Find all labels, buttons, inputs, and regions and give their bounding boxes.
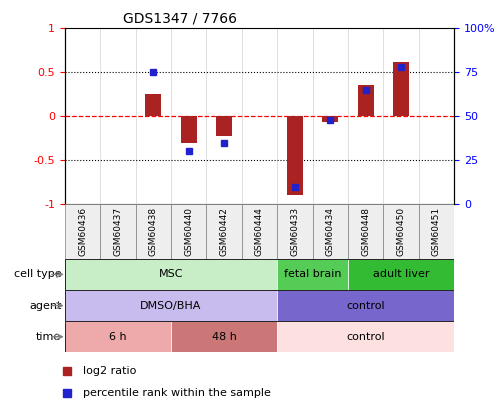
- Bar: [65, 204, 100, 259]
- Text: GSM60433: GSM60433: [290, 207, 299, 256]
- Bar: [65, 290, 277, 321]
- Text: time: time: [36, 332, 61, 342]
- Text: DMSO/BHA: DMSO/BHA: [140, 301, 202, 311]
- Text: fetal brain: fetal brain: [284, 269, 341, 279]
- Text: agent: agent: [29, 301, 61, 311]
- Text: GSM60442: GSM60442: [220, 207, 229, 256]
- Bar: [171, 204, 207, 259]
- Text: 6 h: 6 h: [109, 332, 127, 342]
- Bar: [171, 321, 277, 352]
- Bar: [277, 321, 454, 352]
- Bar: [136, 204, 171, 259]
- Bar: [277, 290, 454, 321]
- Bar: [312, 204, 348, 259]
- Text: GSM60438: GSM60438: [149, 207, 158, 256]
- Text: MSC: MSC: [159, 269, 183, 279]
- Text: adult liver: adult liver: [373, 269, 429, 279]
- Bar: [383, 204, 419, 259]
- Text: GSM60451: GSM60451: [432, 207, 441, 256]
- Bar: [207, 204, 242, 259]
- Bar: [322, 116, 338, 122]
- Text: GSM60440: GSM60440: [184, 207, 193, 256]
- Bar: [358, 85, 374, 116]
- Bar: [348, 259, 454, 290]
- Bar: [287, 116, 303, 195]
- Text: cell type: cell type: [13, 269, 61, 279]
- Bar: [348, 204, 383, 259]
- Bar: [277, 204, 312, 259]
- Text: GSM60437: GSM60437: [113, 207, 122, 256]
- Bar: [100, 204, 136, 259]
- Text: GSM60448: GSM60448: [361, 207, 370, 256]
- Text: percentile rank within the sample: percentile rank within the sample: [83, 388, 271, 398]
- Text: GDS1347 / 7766: GDS1347 / 7766: [123, 12, 237, 26]
- Bar: [216, 116, 232, 136]
- Bar: [393, 62, 409, 116]
- Text: GSM60436: GSM60436: [78, 207, 87, 256]
- Bar: [419, 204, 454, 259]
- Text: control: control: [346, 332, 385, 342]
- Text: GSM60450: GSM60450: [397, 207, 406, 256]
- Bar: [65, 321, 171, 352]
- Text: log2 ratio: log2 ratio: [83, 366, 136, 376]
- Bar: [145, 94, 161, 116]
- Bar: [242, 204, 277, 259]
- Bar: [181, 116, 197, 143]
- Bar: [65, 259, 277, 290]
- Text: control: control: [346, 301, 385, 311]
- Text: GSM60434: GSM60434: [326, 207, 335, 256]
- Text: 48 h: 48 h: [212, 332, 237, 342]
- Bar: [277, 259, 348, 290]
- Text: GSM60444: GSM60444: [255, 207, 264, 256]
